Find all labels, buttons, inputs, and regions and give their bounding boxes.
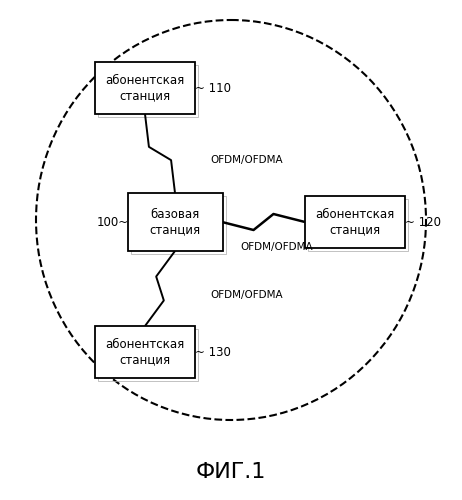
Text: абонентская
станция: абонентская станция — [316, 208, 395, 236]
Text: абонентская
станция: абонентская станция — [105, 338, 185, 366]
Text: абонентская
станция: абонентская станция — [105, 74, 185, 102]
Text: ~ 130: ~ 130 — [195, 346, 231, 358]
Text: OFDM/OFDMA: OFDM/OFDMA — [210, 155, 283, 165]
FancyBboxPatch shape — [95, 326, 195, 378]
FancyBboxPatch shape — [95, 62, 195, 114]
Text: 100~: 100~ — [97, 216, 129, 228]
FancyBboxPatch shape — [305, 196, 405, 248]
FancyBboxPatch shape — [128, 193, 223, 251]
Text: ФИГ.1: ФИГ.1 — [196, 462, 266, 482]
Text: ~ 110: ~ 110 — [195, 82, 231, 94]
Text: ~ 120: ~ 120 — [405, 216, 441, 228]
Text: OFDM/OFDMA: OFDM/OFDMA — [210, 290, 283, 300]
Text: базовая
станция: базовая станция — [149, 208, 201, 236]
Text: OFDM/OFDMA: OFDM/OFDMA — [240, 242, 313, 252]
